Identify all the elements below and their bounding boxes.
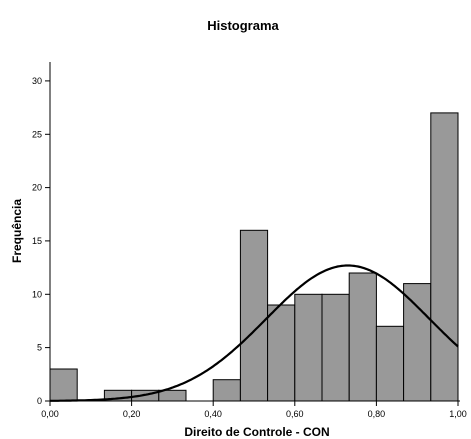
x-ticks-group: 0,00 0,20 0,40 0,60 0,80 1,00 xyxy=(41,401,467,419)
normal-curve xyxy=(50,264,459,402)
y-tick-label: 30 xyxy=(32,76,42,86)
histogram-bar xyxy=(375,325,405,402)
histogram-bar xyxy=(267,304,296,402)
histogram-bar xyxy=(239,229,269,402)
y-tick-label: 20 xyxy=(32,183,42,193)
y-axis-title: Frequência xyxy=(10,199,24,263)
y-tick-label: 10 xyxy=(32,289,42,299)
y-tick-label: 15 xyxy=(32,236,42,246)
x-tick-label: 0,20 xyxy=(123,409,141,419)
x-tick-label: 0,40 xyxy=(204,409,222,419)
x-axis-title: Direito de Controle - CON xyxy=(184,425,329,439)
histogram-bar xyxy=(321,293,350,402)
y-tick-label: 5 xyxy=(37,343,42,353)
x-tick-label: 1,00 xyxy=(449,409,467,419)
histogram-bar xyxy=(403,283,432,402)
histogram-bar xyxy=(294,293,323,402)
y-tick-label: 25 xyxy=(32,129,42,139)
x-tick-label: 0,60 xyxy=(286,409,304,419)
histogram-bar xyxy=(49,368,78,402)
chart-title: Histograma xyxy=(207,18,279,33)
histogram-bar xyxy=(212,379,241,402)
histogram-bar xyxy=(348,272,377,402)
y-ticks-group: 0 5 10 15 20 25 30 xyxy=(32,76,50,406)
y-tick-label: 0 xyxy=(37,396,42,406)
histogram-bar xyxy=(430,112,459,402)
x-tick-label: 0,00 xyxy=(41,409,59,419)
histogram-bar xyxy=(158,389,187,402)
bars-group xyxy=(49,112,459,402)
x-tick-label: 0,80 xyxy=(368,409,386,419)
